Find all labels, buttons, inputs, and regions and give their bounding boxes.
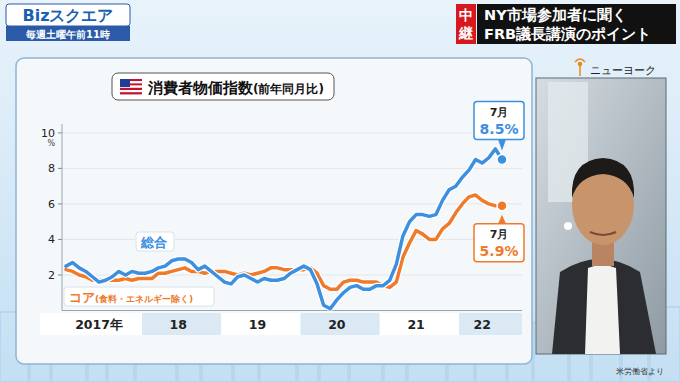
grid-line — [62, 132, 522, 133]
legend-box — [64, 287, 214, 306]
x-tick-label: 21 — [407, 317, 424, 332]
legend-label: 総合 — [140, 235, 167, 250]
source: 米労働省より — [616, 367, 664, 376]
jacket — [552, 259, 656, 354]
grid — [58, 133, 522, 275]
y-unit: % — [47, 139, 55, 148]
year-band — [459, 313, 522, 335]
x-tick-label: 19 — [249, 317, 266, 332]
legend-box — [136, 232, 174, 251]
reporter-video — [536, 78, 666, 354]
live-label: 中継 — [458, 7, 473, 41]
x-tick-label: 22 — [473, 317, 490, 332]
logo: Bizスクエア — [23, 6, 114, 25]
flag-stripe — [120, 90, 142, 92]
headline: FRB議長講演のポイント — [484, 25, 651, 42]
y-tick-label: 4 — [48, 233, 55, 246]
chart-panel — [16, 58, 532, 364]
end-label-value: 8.5% — [480, 121, 519, 137]
legend-label: コア(食料・エネルギー除く) — [69, 290, 193, 305]
schedule-box — [6, 26, 130, 41]
x-axis — [62, 310, 522, 311]
y-tick-label: 6 — [48, 198, 55, 211]
antenna-wave — [575, 59, 585, 62]
end-label-box — [474, 102, 524, 140]
live-char: 中 — [459, 7, 473, 23]
headline: NY市場参加者に聞く — [484, 6, 627, 23]
end-marker — [497, 201, 507, 211]
end-label-box — [474, 224, 524, 262]
line-halo — [66, 149, 502, 309]
end-label-month: 7月 — [490, 106, 509, 119]
screen: Bizスクエア毎週土曜午前11時 中継 NY市場参加者に聞く FRB議長講演のポイント… — [0, 0, 680, 382]
year-band — [221, 313, 300, 335]
x-tick-label: 18 — [170, 317, 187, 332]
grid-line — [62, 168, 522, 169]
y-tick — [58, 203, 62, 204]
headline-box — [477, 4, 676, 44]
year-bands — [40, 313, 522, 335]
earphone — [564, 222, 572, 230]
end-marker — [497, 155, 507, 165]
end-label-pointer — [498, 215, 506, 224]
mouth — [590, 232, 616, 235]
grid-line — [62, 203, 522, 204]
y-tick — [58, 168, 62, 169]
shirt — [585, 265, 620, 354]
flag-canton — [120, 79, 130, 87]
y-tick-label: 8 — [48, 162, 55, 175]
year-band — [40, 313, 142, 335]
antenna-icon — [575, 59, 585, 76]
logo-box — [6, 4, 130, 26]
year-band — [301, 313, 380, 335]
end-label-value: 5.9% — [480, 243, 519, 259]
end-label-pointer — [498, 140, 506, 151]
antenna-dot — [579, 63, 582, 66]
end-label-month: 7月 — [490, 228, 509, 241]
year-band — [380, 313, 459, 335]
flag-stripe — [120, 88, 142, 90]
us-flag — [120, 79, 142, 94]
schedule: 毎週土曜午前11時 — [25, 29, 110, 40]
grid-line — [62, 239, 522, 240]
video-frame — [536, 78, 666, 354]
year-band — [142, 313, 221, 335]
background — [0, 0, 680, 382]
title-box — [112, 73, 334, 100]
y-tick — [58, 274, 62, 275]
chart-title: 消費者物価指数(前年同月比) — [147, 79, 324, 97]
live-box — [456, 4, 476, 44]
series-line — [66, 149, 502, 309]
live-char: 継 — [458, 25, 473, 41]
x-tick-label: 20 — [328, 317, 346, 332]
hair — [572, 158, 634, 198]
location: ニューヨーク — [590, 64, 656, 77]
title-sub: (前年同月比) — [253, 82, 324, 96]
plot-area — [66, 149, 502, 309]
flag-stripe — [120, 92, 142, 94]
y-tick — [58, 132, 62, 133]
y-axis — [62, 124, 63, 311]
legend-main: コア — [69, 290, 95, 305]
y-tick — [58, 239, 62, 240]
title-main: 消費者物価指数 — [147, 79, 254, 97]
y-tick-label: 2 — [48, 269, 55, 282]
x-tick-label: 2017年 — [75, 317, 123, 332]
legend-sub: (食料・エネルギー除く) — [95, 294, 193, 304]
